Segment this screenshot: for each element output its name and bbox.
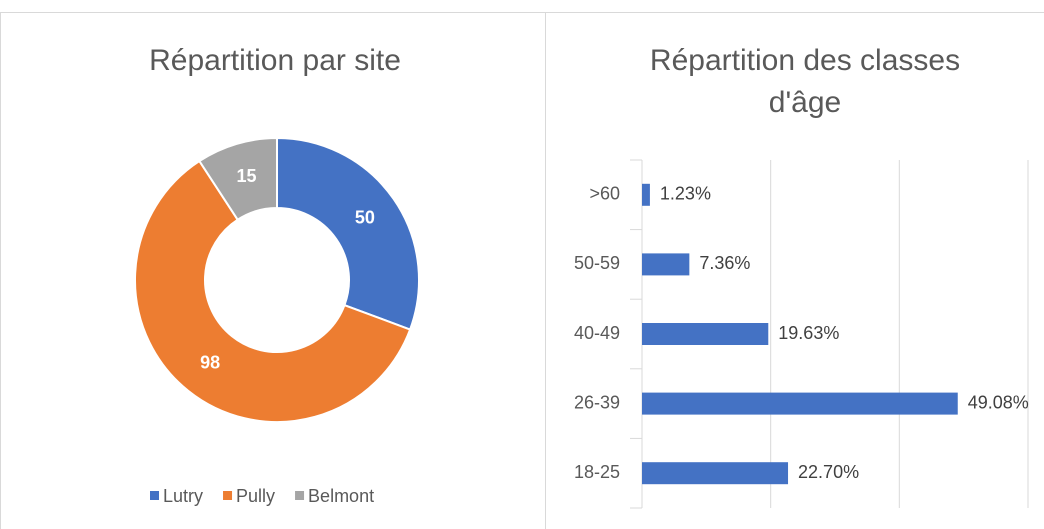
legend-swatch <box>150 491 159 500</box>
data-label: 1.23% <box>660 184 711 204</box>
donut-slice <box>198 136 278 222</box>
y-tick-label: 50-59 <box>574 253 620 273</box>
data-label: 49.08% <box>968 392 1029 412</box>
bar <box>642 392 958 415</box>
data-label: 19.63% <box>778 323 839 343</box>
panel-frame <box>0 12 546 529</box>
data-label: 15 <box>236 166 256 186</box>
data-label: 98 <box>200 352 220 372</box>
bar <box>642 462 789 485</box>
donut-slice <box>276 136 420 331</box>
bar <box>642 323 769 345</box>
legend-label: Belmont <box>308 486 374 506</box>
data-label: 22.70% <box>798 462 859 482</box>
bar <box>642 183 650 206</box>
chart-title: Répartition des classes d'âge <box>649 44 961 119</box>
panel-frame <box>545 12 1044 529</box>
legend-swatch <box>223 491 233 500</box>
data-label: 50 <box>355 208 375 228</box>
y-tick-label: 26-39 <box>574 392 620 412</box>
data-label: 7.36% <box>699 253 750 273</box>
legend-label: Pully <box>236 486 275 506</box>
chart-title: Répartition par site <box>149 44 401 77</box>
donut-slice <box>134 159 412 423</box>
y-tick-label: 40-49 <box>574 323 620 343</box>
legend-label: Lutry <box>163 486 203 506</box>
bar <box>642 253 690 276</box>
y-tick-label: >60 <box>589 184 620 204</box>
y-tick-label: 18-25 <box>574 462 620 482</box>
legend-swatch <box>295 491 305 500</box>
